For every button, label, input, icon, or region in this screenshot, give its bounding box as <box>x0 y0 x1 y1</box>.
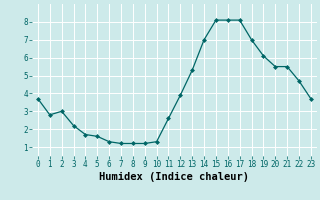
X-axis label: Humidex (Indice chaleur): Humidex (Indice chaleur) <box>100 172 249 182</box>
